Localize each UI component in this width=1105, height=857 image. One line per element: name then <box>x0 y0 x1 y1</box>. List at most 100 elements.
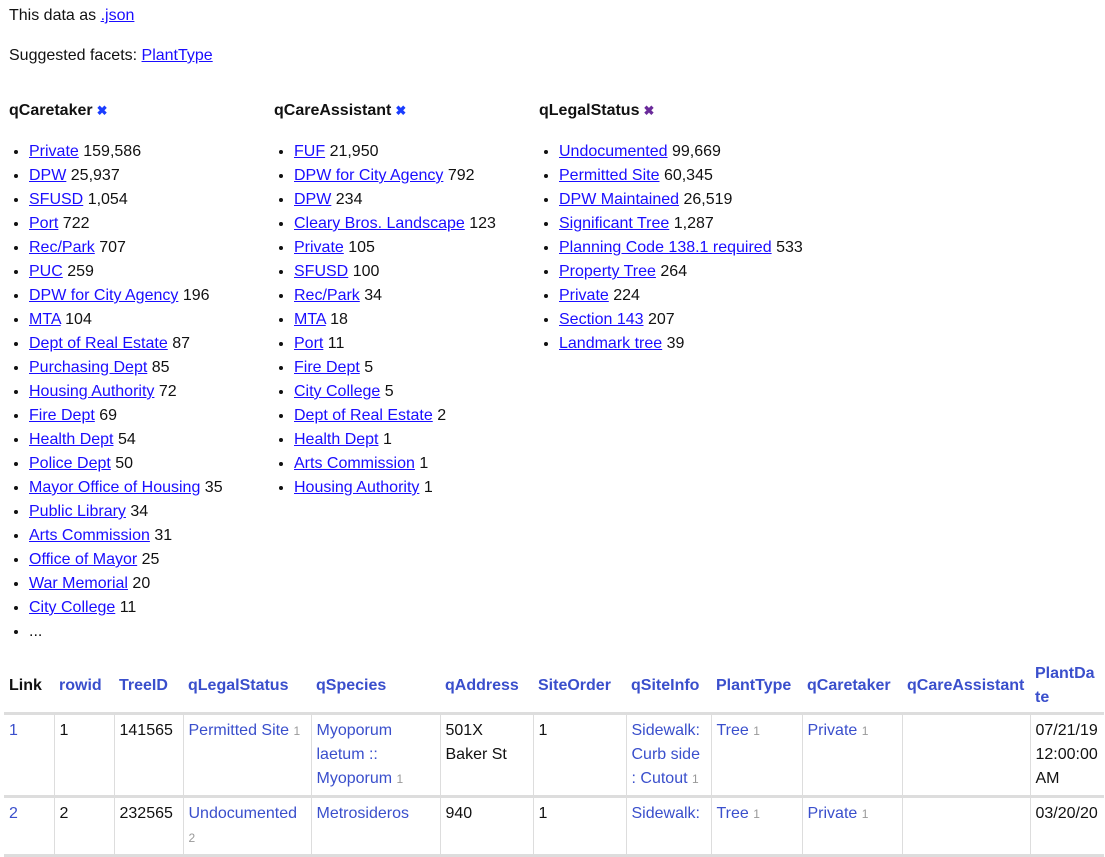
column-header-planttype[interactable]: PlantType <box>711 660 802 715</box>
facet-value-link[interactable]: Port <box>294 335 324 352</box>
remove-facet-icon[interactable]: ✖ <box>395 103 407 118</box>
facet-value-link[interactable]: Health Dept <box>29 431 114 448</box>
plant-type-link[interactable]: Tree <box>716 805 749 822</box>
facet-value: Private 159,586 <box>29 140 274 164</box>
cell-plant-type: Tree 1 <box>711 796 803 857</box>
column-header-qaddress[interactable]: qAddress <box>440 660 533 715</box>
facet-value-link[interactable]: City College <box>29 599 116 616</box>
legal-status-link[interactable]: Permitted Site <box>188 722 289 739</box>
table-row: 2 2 232565 Undocumented 2 Metrosideros 940 1 S… <box>4 796 1104 857</box>
facet-value-link[interactable]: Property Tree <box>559 263 656 280</box>
facet-value-link[interactable]: Planning Code 138.1 required <box>559 239 772 256</box>
facet-value: Port 722 <box>29 212 274 236</box>
site-info-link[interactable]: Sidewalk: <box>631 805 700 822</box>
facet-value: DPW Maintained 26,519 <box>559 188 804 212</box>
species-link[interactable]: Metrosideros <box>316 805 409 822</box>
facet-value-link[interactable]: Port <box>29 215 59 232</box>
facet-value: MTA 104 <box>29 308 274 332</box>
facet-value-link[interactable]: Arts Commission <box>294 455 415 472</box>
facet-value-link[interactable]: DPW Maintained <box>559 191 680 208</box>
facet-count: 25,937 <box>70 167 120 184</box>
facet-value-link[interactable]: FUF <box>294 143 326 160</box>
facet-value-link[interactable]: Office of Mayor <box>29 551 138 568</box>
facet-value-link[interactable]: Police Dept <box>29 455 111 472</box>
plant-type-link[interactable]: Tree <box>716 722 749 739</box>
facet-count: 707 <box>99 239 126 256</box>
facet-value-link[interactable]: Landmark tree <box>559 335 663 352</box>
facet-count: 25 <box>141 551 160 568</box>
facet-value-link[interactable]: Purchasing Dept <box>29 359 148 376</box>
row-link[interactable]: 2 <box>9 805 18 822</box>
facet-value-link[interactable]: DPW <box>294 191 332 208</box>
facet-values: Undocumented 99,669Permitted Site 60,345… <box>539 140 804 356</box>
species-link[interactable]: Myoporum laetum :: Myoporum <box>316 722 393 787</box>
facet-value-link[interactable]: Housing Authority <box>294 479 420 496</box>
suggested-facet-planttype[interactable]: PlantType <box>141 47 213 64</box>
facet-value-link[interactable]: PUC <box>29 263 63 280</box>
column-header-qcareassistant[interactable]: qCareAssistant <box>902 660 1030 715</box>
facet-count: 39 <box>666 335 685 352</box>
facet-count: 87 <box>172 335 190 352</box>
facet-value: MTA 18 <box>294 308 539 332</box>
facet-value-link[interactable]: SFUSD <box>294 263 349 280</box>
facet-count: 54 <box>117 431 136 448</box>
site-info-count: 1 <box>691 772 699 786</box>
column-header-qcaretaker[interactable]: qCaretaker <box>802 660 902 715</box>
column-header-treeid[interactable]: TreeID <box>114 660 183 715</box>
caretaker-link[interactable]: Private <box>807 722 858 739</box>
facet-title-text: qCaretaker <box>9 102 93 119</box>
facet-value-link[interactable]: War Memorial <box>29 575 128 592</box>
facet-value-link[interactable]: DPW for City Agency <box>294 167 444 184</box>
facet-value-link[interactable]: Rec/Park <box>294 287 360 304</box>
facet-value-link[interactable]: Dept of Real Estate <box>29 335 168 352</box>
facet-value: Arts Commission 1 <box>294 452 539 476</box>
facet-value-link[interactable]: Public Library <box>29 503 126 520</box>
facet-value-link[interactable]: Fire Dept <box>294 359 360 376</box>
cell-site-info: Sidewalk: <box>626 796 712 857</box>
facet-value-link[interactable]: Arts Commission <box>29 527 150 544</box>
facet-value-link[interactable]: Private <box>29 143 79 160</box>
facet-value-link[interactable]: DPW for City Agency <box>29 287 179 304</box>
cell-caretaker: Private 1 <box>802 796 903 857</box>
facet-qlegalstatus: qLegalStatus✖ Undocumented 99,669Permitte… <box>539 100 804 644</box>
site-info-link[interactable]: Sidewalk: Curb side : Cutout <box>631 722 700 787</box>
facet-value-link[interactable]: Cleary Bros. Landscape <box>294 215 465 232</box>
facet-value-link[interactable]: Private <box>294 239 344 256</box>
facet-qcareassistant: qCareAssistant✖FUF 21,950DPW for City Ag… <box>274 100 539 644</box>
facet-count: 60,345 <box>663 167 713 184</box>
json-link[interactable]: .json <box>100 7 135 24</box>
facet-value-link[interactable]: DPW <box>29 167 67 184</box>
facet-value-link[interactable]: SFUSD <box>29 191 84 208</box>
facet-value-link[interactable]: Section 143 <box>559 311 644 328</box>
facet-value-link[interactable]: City College <box>294 383 381 400</box>
remove-facet-icon[interactable]: ✖ <box>96 103 108 118</box>
facet-value: Private 224 <box>559 284 804 308</box>
facet-value-link[interactable]: Health Dept <box>294 431 379 448</box>
facet-more[interactable]: ... <box>29 620 274 644</box>
facet-value-link[interactable]: Rec/Park <box>29 239 95 256</box>
column-header-qsiteinfo[interactable]: qSiteInfo <box>626 660 711 715</box>
legal-status-link[interactable]: Undocumented <box>188 805 298 822</box>
facet-value-link[interactable]: Permitted Site <box>559 167 660 184</box>
column-header-qspecies[interactable]: qSpecies <box>311 660 440 715</box>
facet-value-link[interactable]: Significant Tree <box>559 215 670 232</box>
cell-address: 501X Baker St <box>440 713 534 798</box>
facet-value-link[interactable]: MTA <box>294 311 326 328</box>
facet-value-link[interactable]: Undocumented <box>559 143 668 160</box>
facet-value-link[interactable]: Private <box>559 287 609 304</box>
column-header-siteorder[interactable]: SiteOrder <box>533 660 626 715</box>
facet-title-text: qLegalStatus <box>539 102 640 119</box>
facet-value-link[interactable]: Fire Dept <box>29 407 95 424</box>
facet-count: 34 <box>364 287 383 304</box>
row-link[interactable]: 1 <box>9 722 18 739</box>
remove-facet-icon[interactable]: ✖ <box>643 103 655 118</box>
facet-value-link[interactable]: Housing Authority <box>29 383 155 400</box>
facet-value-link[interactable]: Dept of Real Estate <box>294 407 433 424</box>
facet-value-link[interactable]: MTA <box>29 311 61 328</box>
facet-value-link[interactable]: Mayor Office of Housing <box>29 479 201 496</box>
caretaker-link[interactable]: Private <box>807 805 858 822</box>
column-header-plantdate[interactable]: PlantDate <box>1030 660 1104 715</box>
column-header-rowid[interactable]: rowid <box>54 660 114 715</box>
facet-count: 85 <box>151 359 170 376</box>
column-header-qlegalstatus[interactable]: qLegalStatus <box>183 660 311 715</box>
